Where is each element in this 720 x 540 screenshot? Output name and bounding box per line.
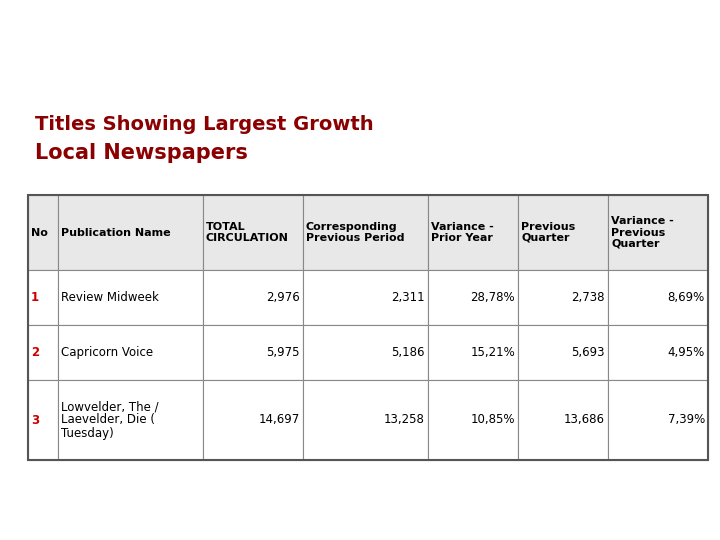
Text: 3: 3 xyxy=(31,414,39,427)
Text: 1: 1 xyxy=(31,291,39,304)
Text: 2,738: 2,738 xyxy=(572,291,605,304)
Text: Quarter: Quarter xyxy=(521,233,570,243)
Text: Titles Showing Largest Growth: Titles Showing Largest Growth xyxy=(35,115,374,134)
Bar xyxy=(58,325,203,380)
Bar xyxy=(518,380,608,460)
Text: 5,693: 5,693 xyxy=(572,346,605,359)
Text: Prior Year: Prior Year xyxy=(431,233,493,243)
Text: Publication Name: Publication Name xyxy=(61,227,171,238)
Text: TOTAL: TOTAL xyxy=(206,222,246,232)
Bar xyxy=(58,270,203,325)
Text: 2: 2 xyxy=(31,346,39,359)
Text: Review Midweek: Review Midweek xyxy=(61,291,159,304)
Bar xyxy=(518,195,608,270)
Bar xyxy=(58,195,203,270)
Bar xyxy=(28,270,58,325)
Bar xyxy=(428,270,518,325)
Text: 10,85%: 10,85% xyxy=(470,414,515,427)
Bar xyxy=(58,380,203,460)
Text: 13,686: 13,686 xyxy=(564,414,605,427)
Text: No: No xyxy=(31,227,48,238)
Text: Previous: Previous xyxy=(611,227,665,238)
Bar xyxy=(608,325,708,380)
Text: Variance -: Variance - xyxy=(431,222,494,232)
Text: 7,39%: 7,39% xyxy=(667,414,705,427)
Text: 2,311: 2,311 xyxy=(392,291,425,304)
Text: Local Newspapers: Local Newspapers xyxy=(35,143,248,163)
Text: Previous: Previous xyxy=(521,222,575,232)
Text: Variance -: Variance - xyxy=(611,217,674,226)
Bar xyxy=(28,195,58,270)
Text: Corresponding: Corresponding xyxy=(306,222,397,232)
Text: 5,975: 5,975 xyxy=(266,346,300,359)
Bar xyxy=(203,195,303,270)
Text: 2,976: 2,976 xyxy=(266,291,300,304)
Bar xyxy=(428,195,518,270)
Bar xyxy=(608,270,708,325)
Bar xyxy=(428,325,518,380)
Bar xyxy=(518,325,608,380)
Text: 8,69%: 8,69% xyxy=(667,291,705,304)
Text: 15,21%: 15,21% xyxy=(470,346,515,359)
Bar xyxy=(518,270,608,325)
Text: 13,258: 13,258 xyxy=(384,414,425,427)
Bar xyxy=(608,380,708,460)
Text: 4,95%: 4,95% xyxy=(667,346,705,359)
Text: Lowvelder, The /: Lowvelder, The / xyxy=(61,401,158,414)
Text: Quarter: Quarter xyxy=(611,239,660,248)
Bar xyxy=(203,270,303,325)
Bar xyxy=(303,325,428,380)
Bar xyxy=(28,195,708,460)
Text: Previous Period: Previous Period xyxy=(306,233,405,243)
Text: Tuesday): Tuesday) xyxy=(61,427,114,440)
Text: CIRCULATION: CIRCULATION xyxy=(206,233,289,243)
Bar xyxy=(28,325,58,380)
Bar xyxy=(608,195,708,270)
Text: 14,697: 14,697 xyxy=(258,414,300,427)
Bar xyxy=(203,325,303,380)
Text: 28,78%: 28,78% xyxy=(470,291,515,304)
Text: Capricorn Voice: Capricorn Voice xyxy=(61,346,153,359)
Bar xyxy=(303,270,428,325)
Text: Laevelder, Die (: Laevelder, Die ( xyxy=(61,414,155,427)
Text: 5,186: 5,186 xyxy=(392,346,425,359)
Bar xyxy=(203,380,303,460)
Bar xyxy=(28,380,58,460)
Bar xyxy=(303,195,428,270)
Bar xyxy=(303,380,428,460)
Bar xyxy=(428,380,518,460)
